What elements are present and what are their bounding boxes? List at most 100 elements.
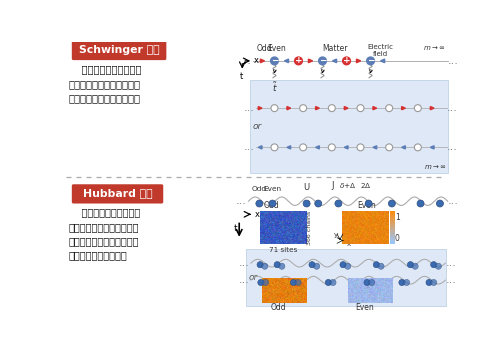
Circle shape (300, 105, 306, 112)
Polygon shape (260, 59, 264, 63)
Circle shape (274, 262, 280, 268)
Circle shape (315, 200, 322, 207)
Polygon shape (430, 146, 434, 149)
Circle shape (295, 279, 301, 286)
Circle shape (340, 262, 346, 268)
Text: ...: ... (448, 56, 458, 66)
Circle shape (436, 200, 444, 207)
Polygon shape (332, 59, 336, 63)
Polygon shape (287, 107, 290, 110)
Text: 描述粒子与规范场之间
的相互作用和转化，如正反
粒子湮灭产生光子的过程。: 描述粒子与规范场之间 的相互作用和转化，如正反 粒子湮灭产生光子的过程。 (68, 64, 141, 103)
Circle shape (270, 57, 278, 65)
Circle shape (262, 279, 268, 286)
Circle shape (374, 262, 380, 268)
Polygon shape (356, 59, 360, 63)
Polygon shape (287, 146, 290, 149)
Text: Even: Even (264, 186, 281, 192)
Text: ...: ... (447, 103, 458, 113)
Circle shape (262, 263, 268, 269)
Bar (246, 249, 446, 306)
Circle shape (342, 57, 350, 65)
Circle shape (412, 263, 418, 269)
Polygon shape (258, 107, 262, 110)
Circle shape (300, 144, 306, 151)
Circle shape (414, 105, 422, 112)
Circle shape (366, 57, 374, 65)
Text: t: t (233, 224, 237, 232)
Text: +: + (342, 57, 350, 65)
Bar (250, 80, 448, 174)
Polygon shape (344, 146, 348, 149)
Text: t: t (240, 73, 243, 82)
Text: ...: ... (446, 275, 456, 285)
Text: ...: ... (446, 258, 456, 268)
Text: ...: ... (244, 142, 254, 152)
Text: Even: Even (356, 303, 374, 312)
Polygon shape (316, 146, 320, 149)
Text: x: x (254, 57, 259, 65)
Circle shape (271, 144, 278, 151)
Circle shape (290, 279, 296, 286)
Circle shape (344, 263, 351, 269)
Circle shape (328, 144, 336, 151)
Text: U: U (304, 183, 310, 192)
Text: Odd: Odd (256, 44, 272, 53)
Circle shape (365, 200, 372, 207)
Polygon shape (344, 107, 348, 110)
Polygon shape (373, 107, 376, 110)
Circle shape (388, 200, 396, 207)
Text: or: or (252, 122, 262, 131)
Text: Odd: Odd (252, 186, 267, 192)
Circle shape (325, 279, 332, 286)
Text: y: y (334, 232, 338, 238)
Circle shape (386, 144, 392, 151)
FancyBboxPatch shape (72, 184, 163, 204)
Polygon shape (284, 59, 288, 63)
Polygon shape (258, 146, 262, 149)
Circle shape (256, 200, 263, 207)
Text: $m \rightarrow \infty$: $m \rightarrow \infty$ (423, 44, 446, 52)
Text: 1: 1 (395, 213, 400, 222)
Text: Matter: Matter (322, 44, 348, 53)
Circle shape (258, 279, 264, 286)
Text: ...: ... (240, 56, 252, 66)
Text: ...: ... (236, 196, 247, 206)
Text: 描述光晶格中的超冷原
子在相邻格点上的隊穿过程
和同一格点上的原子之间的
相互排斥或吸引作用。: 描述光晶格中的超冷原 子在相邻格点上的隊穿过程 和同一格点上的原子之间的 相互排… (68, 208, 140, 261)
Text: or: or (248, 273, 258, 282)
Circle shape (414, 144, 422, 151)
Text: 71 sites: 71 sites (269, 247, 298, 253)
Circle shape (408, 262, 414, 268)
Circle shape (357, 144, 364, 151)
Circle shape (309, 262, 315, 268)
Circle shape (364, 279, 370, 286)
Circle shape (330, 279, 336, 286)
Text: $\tilde{t}$: $\tilde{t}$ (272, 80, 278, 94)
Polygon shape (402, 107, 406, 110)
Circle shape (357, 105, 364, 112)
Text: Even: Even (267, 44, 286, 53)
Text: Electric
field: Electric field (367, 44, 393, 57)
Circle shape (278, 263, 285, 269)
Text: +: + (294, 57, 302, 65)
Text: Schwinger 模型: Schwinger 模型 (79, 45, 160, 55)
Circle shape (399, 279, 405, 286)
Circle shape (294, 57, 302, 65)
Circle shape (314, 263, 320, 269)
Circle shape (378, 263, 384, 269)
Circle shape (426, 279, 432, 286)
Text: ...: ... (447, 142, 458, 152)
Text: ...: ... (244, 103, 254, 113)
Text: x: x (347, 241, 351, 247)
Circle shape (271, 105, 278, 112)
Text: $\delta$+$\Delta$: $\delta$+$\Delta$ (339, 181, 356, 191)
Circle shape (404, 279, 409, 286)
Circle shape (257, 262, 263, 268)
Text: ...: ... (238, 258, 250, 268)
Text: Even: Even (358, 202, 376, 210)
Text: −: − (270, 57, 278, 65)
Polygon shape (308, 59, 312, 63)
Circle shape (318, 57, 326, 65)
FancyBboxPatch shape (72, 41, 166, 60)
Circle shape (430, 262, 437, 268)
Text: −: − (367, 57, 374, 65)
